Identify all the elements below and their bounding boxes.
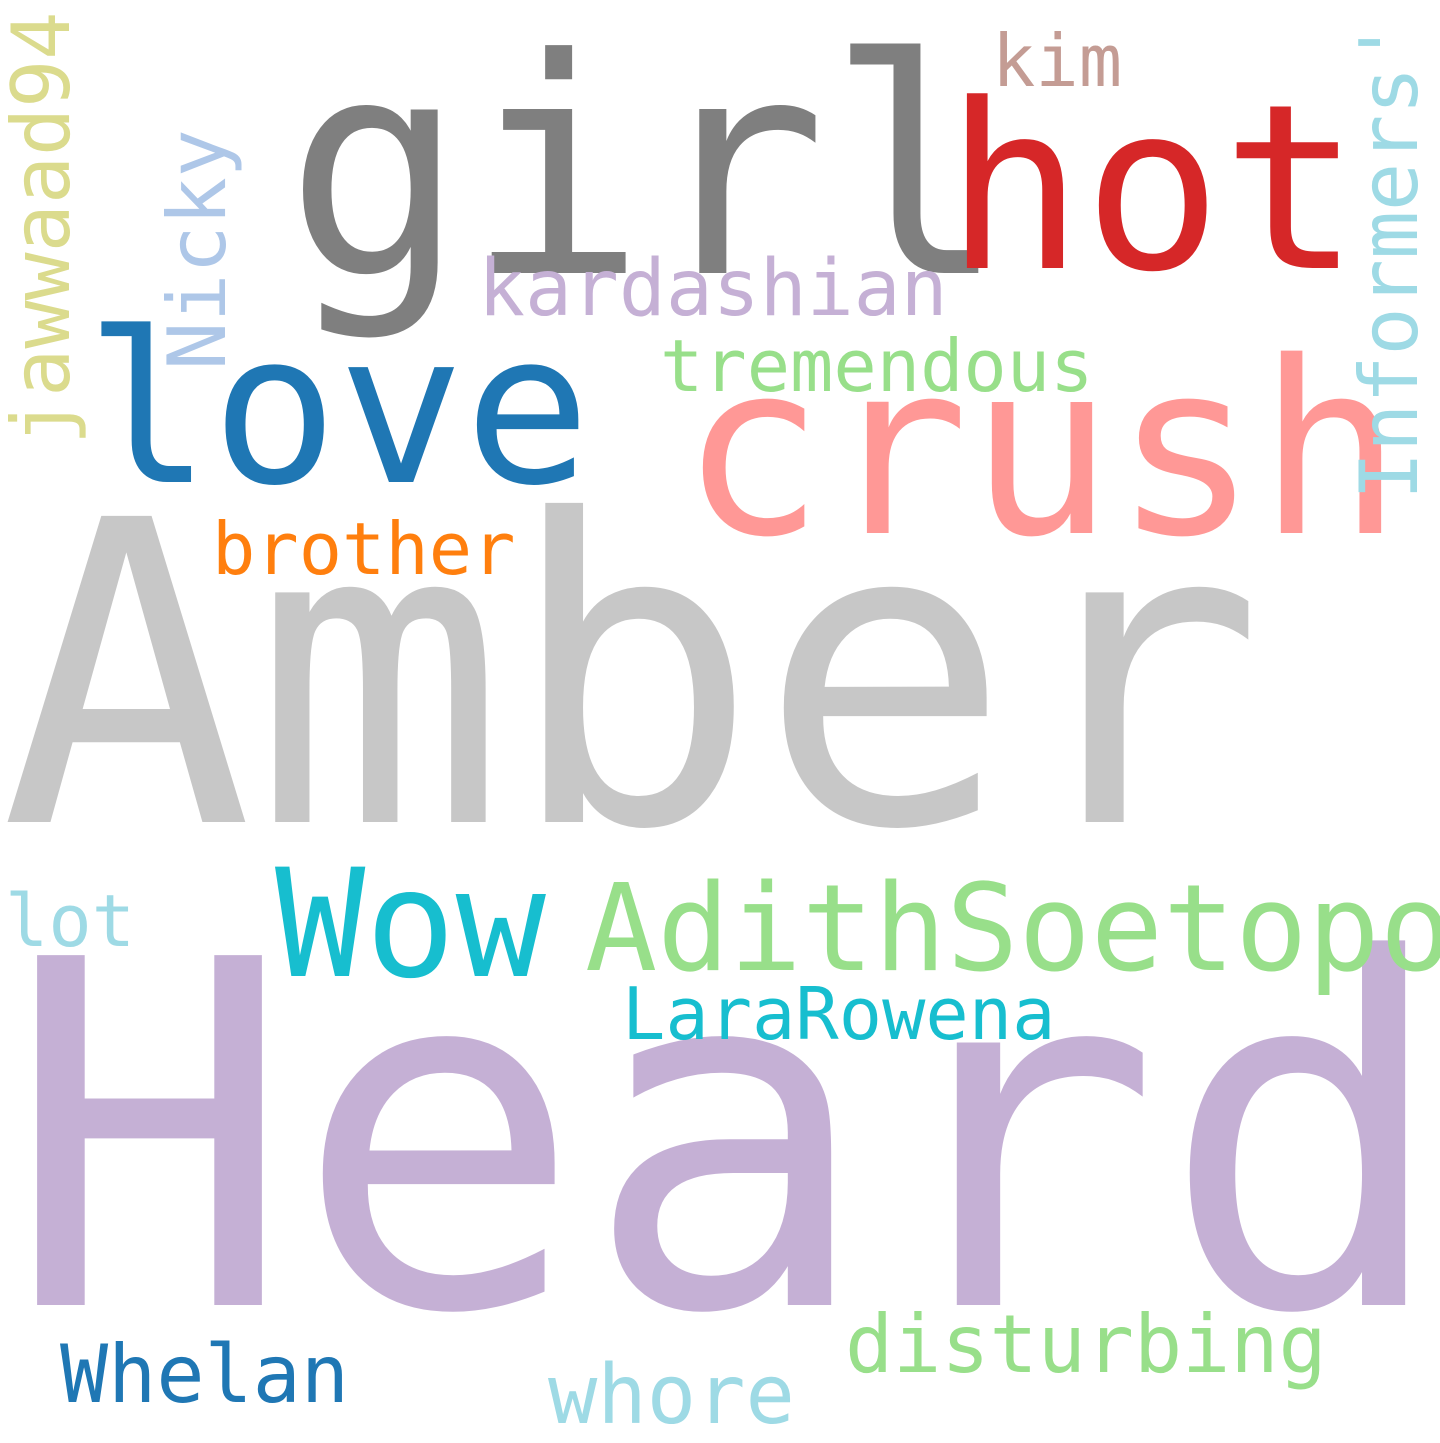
word-hot: hot	[945, 56, 1361, 323]
word-amber: Amber	[0, 433, 1265, 922]
word-love: love	[85, 287, 591, 532]
word-girl: girl	[285, 0, 1008, 344]
word-kim: kim	[992, 19, 1123, 103]
word-brother: brother	[212, 507, 516, 591]
word-lot: lot	[5, 879, 136, 963]
word-kardashian: kardashian	[478, 244, 948, 334]
word-wow: Wow	[275, 838, 546, 1012]
word-whelan: Whelan	[60, 1328, 349, 1421]
word-jawwaad94: jawwaad94	[0, 11, 88, 445]
word-tremendous: tremendous	[660, 324, 1094, 408]
word-adithsoetopo: AdithSoetopo	[585, 860, 1440, 999]
word-lararowena: LaraRowena	[622, 972, 1056, 1056]
word-heard: Heard	[5, 860, 1440, 1419]
word-disturbing: disturbing	[845, 1298, 1327, 1391]
word-whore: whore	[548, 1348, 795, 1443]
word-crush: crush	[680, 310, 1403, 590]
word-nicky: Nicky	[151, 129, 244, 370]
word-informers: Informers'	[1343, 18, 1436, 500]
